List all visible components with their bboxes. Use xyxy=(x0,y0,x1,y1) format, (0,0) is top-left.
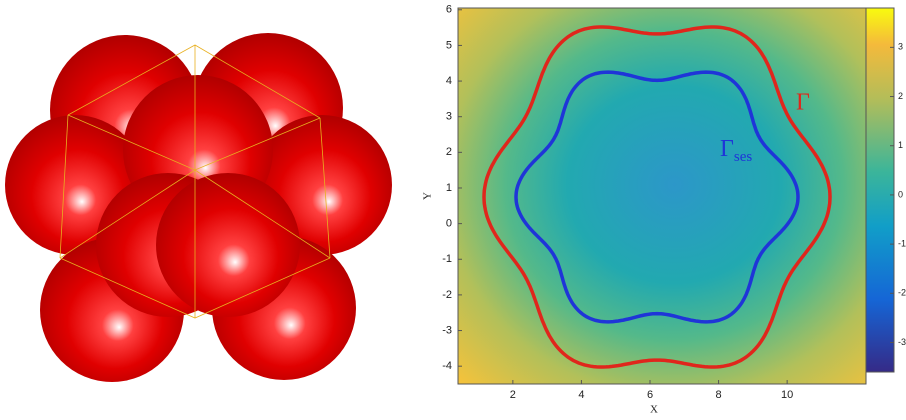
colorbar-tick-label: 1 xyxy=(898,140,903,150)
y-tick-label: -4 xyxy=(442,360,452,372)
x-tick-label: 10 xyxy=(781,389,793,401)
y-tick-label: 4 xyxy=(446,75,452,87)
sphere xyxy=(156,173,300,317)
colorbar-tick-label: 2 xyxy=(898,91,903,101)
y-tick-label: -2 xyxy=(442,289,452,301)
field-map xyxy=(458,8,866,384)
y-tick-label: -1 xyxy=(442,253,452,265)
colorbar-tick-label: 0 xyxy=(898,189,903,199)
plot: X Y Γ Γses xyxy=(422,8,894,416)
y-tick-label: 0 xyxy=(446,218,452,230)
x-tick-label: 2 xyxy=(510,389,516,401)
annotation-text: Γ xyxy=(720,136,734,162)
x-axis-label: X xyxy=(650,404,658,416)
x-tick-label: 8 xyxy=(716,389,722,401)
x-tick-label: 4 xyxy=(578,389,584,401)
molecule-render xyxy=(5,33,392,382)
y-axis-label: Y xyxy=(422,192,434,200)
y-tick-label: 2 xyxy=(446,146,452,158)
y-tick-label: 1 xyxy=(446,182,452,194)
y-tick-label: -3 xyxy=(442,324,452,336)
annotation-subscript: ses xyxy=(734,149,752,165)
y-tick-label: 5 xyxy=(446,39,452,51)
colorbar-tick-label: 3 xyxy=(898,42,903,52)
x-tick-label: 6 xyxy=(647,389,653,401)
y-tick-label: 6 xyxy=(446,4,452,16)
page: X Y Γ Γses 2 4 6 8 10 -4 -3 -2 -1 0 1 2 3 4 5 6 -3 -2 -1 0 1… xyxy=(0,0,906,420)
colorbar-tick-label: -2 xyxy=(898,288,906,298)
colorbar xyxy=(866,8,894,372)
colorbar-tick-label: -3 xyxy=(898,337,906,347)
y-tick-label: 3 xyxy=(446,111,452,123)
annotation: Γ xyxy=(796,90,810,116)
colorbar-tick-label: -1 xyxy=(898,238,906,248)
figure: X Y Γ Γses 2 4 6 8 10 -4 -3 -2 -1 0 1 2 3 4 5 6 -3 -2 -1 0 1… xyxy=(0,0,906,420)
